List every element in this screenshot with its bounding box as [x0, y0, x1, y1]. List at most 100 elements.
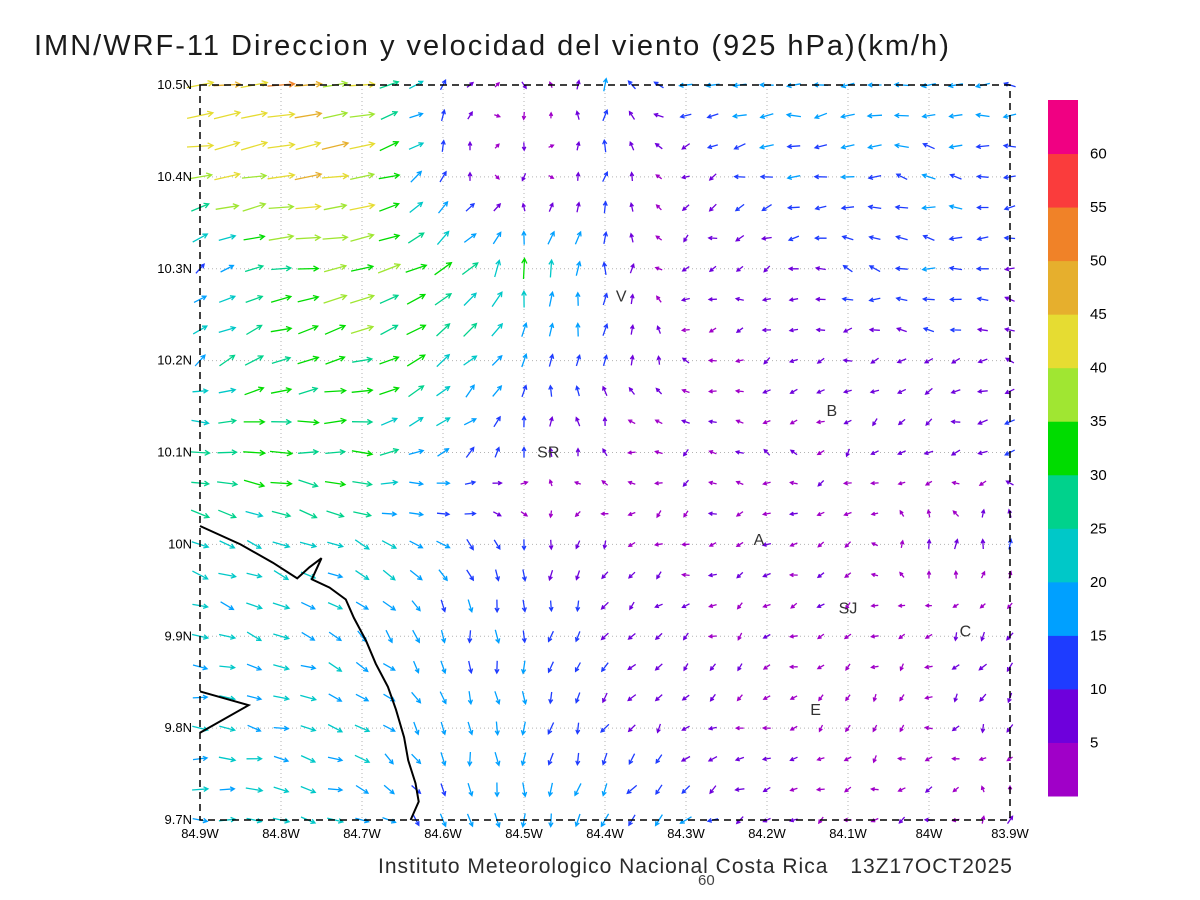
wind-arrow [463, 292, 477, 306]
wind-arrow [979, 693, 987, 702]
wind-arrow [349, 141, 376, 150]
wind-arrow [521, 353, 528, 368]
wind-arrow [733, 174, 746, 180]
wind-arrow [467, 599, 474, 614]
wind-arrow [412, 629, 420, 644]
wind-arrow [899, 694, 905, 702]
wind-arrow [243, 418, 266, 426]
wind-arrow [628, 571, 636, 579]
wind-arrow [492, 480, 503, 486]
wind-arrow [682, 632, 689, 641]
wind-arrow [220, 264, 235, 273]
wind-arrow [924, 786, 933, 793]
wind-arrow [271, 356, 292, 365]
wind-arrow [298, 449, 320, 456]
wind-arrow [789, 449, 798, 456]
wind-arrow [708, 480, 717, 486]
wind-arrow [655, 235, 663, 241]
wind-arrow [521, 446, 527, 458]
wind-arrow [354, 539, 370, 550]
station-label: SJ [839, 601, 858, 618]
wind-arrow [708, 327, 717, 333]
wind-arrow [575, 260, 582, 276]
wind-arrow [840, 205, 855, 211]
wind-arrow [789, 388, 798, 394]
wind-arrow [493, 415, 501, 428]
wind-arrow [379, 448, 400, 456]
wind-arrow [548, 539, 554, 551]
wind-arrow [494, 81, 500, 88]
wind-arrow [708, 603, 717, 609]
wind-arrow [574, 510, 581, 518]
wind-arrow [629, 202, 634, 212]
wind-arrow [872, 724, 878, 733]
wind-arrow [788, 511, 798, 517]
wind-arrow [706, 113, 719, 119]
wind-arrow [323, 293, 348, 304]
wind-arrow [709, 693, 716, 702]
wind-arrow [548, 600, 554, 613]
wind-arrow [381, 511, 398, 517]
wind-arrow [681, 388, 690, 394]
wind-arrow [681, 143, 691, 150]
wind-arrow [240, 80, 269, 89]
wind-arrow [1002, 143, 1016, 149]
map-frame [199, 84, 1011, 821]
wind-arrow [548, 202, 554, 212]
wind-arrow [270, 480, 293, 487]
wind-arrow [300, 664, 317, 671]
x-tick-label: 84.9W [181, 826, 219, 841]
wind-arrow [655, 295, 662, 303]
wind-arrow [602, 200, 608, 214]
wind-arrow [707, 419, 717, 425]
wind-arrow [978, 480, 987, 486]
wind-arrow [975, 143, 990, 150]
wind-arrow [436, 230, 450, 246]
y-tick-label: 9.9N [165, 628, 192, 643]
colorbar-tick-label: 5 [1090, 734, 1098, 751]
wind-arrow [409, 201, 424, 214]
wind-arrow [379, 294, 400, 304]
wind-arrow [844, 541, 852, 548]
wind-arrow [410, 170, 423, 183]
y-tick-label: 10N [168, 536, 192, 551]
wind-arrow [548, 384, 554, 397]
wind-arrow [953, 693, 958, 703]
wind-arrow [575, 140, 581, 151]
colorbar-tick-label: 10 [1090, 681, 1107, 698]
wind-arrow [897, 450, 906, 456]
wind-arrow [241, 110, 269, 119]
wind-arrow [813, 112, 828, 120]
wind-arrow [467, 630, 473, 644]
colorbar-segment [1048, 207, 1078, 262]
wind-arrow [218, 325, 237, 334]
wind-arrow [300, 694, 318, 702]
wind-arrow [218, 387, 237, 394]
wind-arrow [600, 723, 610, 733]
wind-arrow [273, 695, 291, 702]
wind-arrow [218, 633, 237, 640]
y-tick-label: 10.2N [157, 353, 192, 368]
wind-arrow [379, 386, 400, 396]
wind-arrow [762, 786, 771, 793]
wind-arrow [352, 480, 373, 488]
wind-arrow [654, 694, 663, 702]
wind-arrow [762, 419, 771, 425]
x-tick-label: 84.6W [424, 826, 462, 841]
wind-arrow [245, 787, 264, 793]
wind-arrow [845, 694, 851, 702]
wind-arrow [328, 693, 343, 702]
colorbar-segment [1048, 742, 1078, 797]
wind-arrow [735, 265, 744, 272]
wind-arrow [494, 599, 500, 614]
wind-arrow [788, 634, 798, 639]
wind-arrow [601, 783, 608, 797]
y-tick-label: 10.1N [157, 445, 192, 460]
wind-arrow [214, 140, 241, 151]
wind-arrow [736, 602, 743, 610]
wind-arrow [977, 358, 988, 364]
wind-arrow [950, 449, 961, 456]
wind-arrow [434, 293, 453, 306]
wind-arrow [845, 663, 851, 671]
